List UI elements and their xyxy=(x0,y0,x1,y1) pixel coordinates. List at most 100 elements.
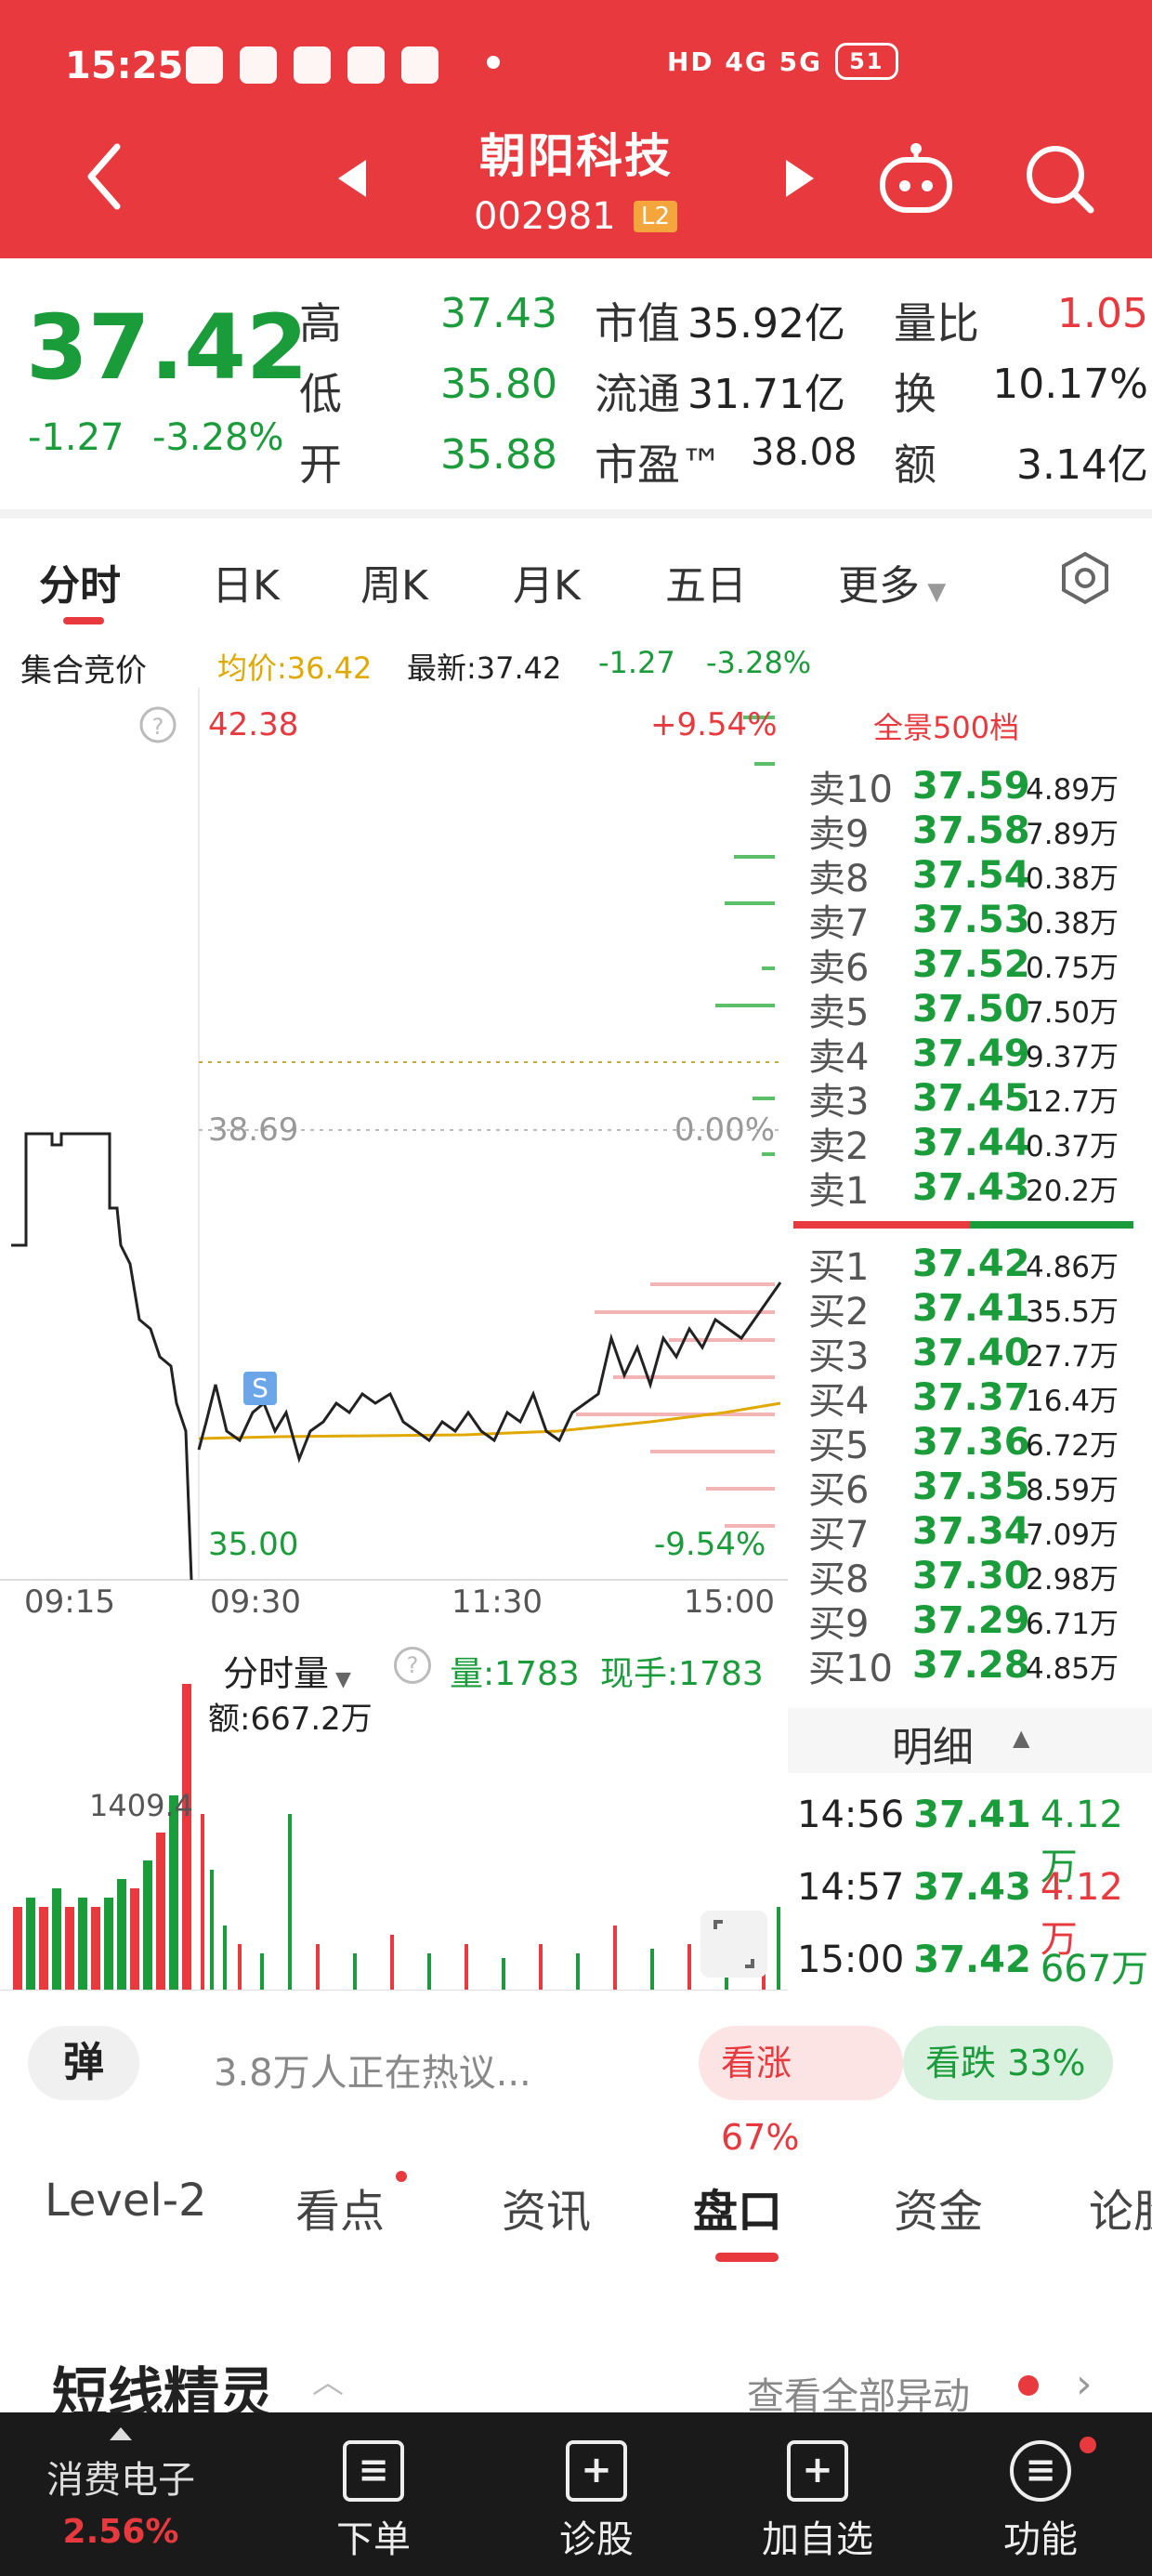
settings-icon[interactable] xyxy=(1057,550,1113,606)
sell-level-row[interactable]: 卖4 37.49 9.37万 xyxy=(808,1032,1143,1079)
level-price: 37.44 xyxy=(912,1122,1030,1164)
tab-five-day[interactable]: 五日 xyxy=(665,562,747,610)
bullish-button[interactable]: 看涨 67% xyxy=(699,2026,903,2158)
level-volume: 0.37万 xyxy=(1026,1129,1119,1163)
level-side: 卖7 xyxy=(808,902,870,945)
float-label: 流通 xyxy=(595,369,680,419)
open-value: 35.88 xyxy=(440,431,557,479)
bottom-nav: 消费电子 2.56% ≡ 下单 + 诊股 + 加自选 ≡ 功能 xyxy=(0,2412,1152,2576)
intraday-chart[interactable]: S ? xyxy=(0,688,788,1989)
level2-badge: L2 xyxy=(634,201,678,232)
s-marker-label: S xyxy=(252,1373,268,1403)
s-marker-icon[interactable] xyxy=(243,1372,277,1405)
level-side: 买3 xyxy=(808,1335,870,1378)
axis-bottom-price: 35.00 xyxy=(208,1526,299,1563)
level-price: 37.34 xyxy=(912,1510,1030,1553)
price-change-pct: -3.28% xyxy=(152,416,284,459)
level-side: 卖9 xyxy=(808,813,870,856)
nav-add-label: 加自选 xyxy=(762,2518,873,2561)
nav-add-watchlist[interactable]: + 加自选 xyxy=(725,2412,910,2576)
fullscreen-icon xyxy=(713,1920,754,1968)
volume-chart[interactable] xyxy=(0,1628,788,1991)
sector-change: 2.56% xyxy=(62,2513,179,2551)
sell-buy-divider-red xyxy=(793,1221,970,1229)
volume-title[interactable]: 分时量 ▼ xyxy=(223,1645,351,1696)
buy-level-row[interactable]: 买2 37.41 35.5万 xyxy=(808,1286,1143,1334)
tab-highlights[interactable]: 看点 xyxy=(295,2186,386,2238)
buy-level-row[interactable]: 买7 37.34 7.09万 xyxy=(808,1509,1143,1557)
nav-functions[interactable]: ≡ 功能 xyxy=(948,2412,1133,2576)
sell-level-row[interactable]: 卖7 37.53 0.38万 xyxy=(808,898,1143,945)
sell-level-row[interactable]: 卖6 37.52 0.75万 xyxy=(808,942,1143,990)
chevron-down-icon: ▼ xyxy=(920,578,947,606)
high-value: 37.43 xyxy=(440,290,557,337)
level-price: 37.35 xyxy=(912,1465,1030,1508)
buy-level-row[interactable]: 买4 37.37 16.4万 xyxy=(808,1375,1143,1423)
orderbook-title[interactable]: 全景500档 xyxy=(873,710,1020,745)
nav-diagnose[interactable]: + 诊股 xyxy=(504,2412,689,2576)
level-price: 37.41 xyxy=(912,1287,1030,1330)
notification-dot xyxy=(1080,2437,1096,2453)
sell-level-row[interactable]: 卖9 37.58 7.89万 xyxy=(808,808,1143,856)
volume-help-icon[interactable]: ? xyxy=(394,1647,431,1684)
robot-assistant-icon[interactable] xyxy=(877,139,955,217)
detail-header[interactable] xyxy=(788,1708,1152,1773)
level-side: 买2 xyxy=(808,1291,870,1334)
prev-stock-icon[interactable] xyxy=(334,158,368,199)
sell-level-row[interactable]: 卖2 37.44 0.37万 xyxy=(808,1121,1143,1168)
level-side: 卖10 xyxy=(808,769,893,811)
buy-level-row[interactable]: 买6 37.35 8.59万 xyxy=(808,1465,1143,1512)
back-arrow-icon[interactable] xyxy=(82,139,128,214)
detail-volume: 4.12万 xyxy=(1040,1866,1123,1961)
tab-monthly-k[interactable]: 月K xyxy=(513,562,581,610)
buy-level-row[interactable]: 买5 37.36 6.72万 xyxy=(808,1420,1143,1467)
tab-daily-k[interactable]: 日K xyxy=(212,562,280,610)
buy-level-row[interactable]: 买8 37.30 2.98万 xyxy=(808,1554,1143,1601)
tab-funds[interactable]: 资金 xyxy=(894,2186,984,2238)
chevron-up-icon[interactable]: ︿ xyxy=(312,2364,344,2401)
tab-discussion[interactable]: 论股 xyxy=(1089,2186,1152,2238)
tab-level2[interactable]: Level-2 xyxy=(45,2175,207,2227)
buy-level-row[interactable]: 买3 37.40 27.7万 xyxy=(808,1331,1143,1378)
time-label-0930: 09:30 xyxy=(210,1584,301,1621)
buy-level-row[interactable]: 买10 37.28 4.85万 xyxy=(808,1643,1143,1690)
level-side: 买1 xyxy=(808,1246,870,1289)
buy-level-row[interactable]: 买1 37.42 4.86万 xyxy=(808,1242,1143,1289)
notification-icons xyxy=(186,46,439,84)
detail-row: 15:00 37.42 667万 xyxy=(797,1939,1148,1992)
buy-level-row[interactable]: 买9 37.29 6.71万 xyxy=(808,1598,1143,1646)
view-all-link[interactable]: 查看全部异动 xyxy=(747,2375,970,2418)
discussion-text[interactable]: 3.8万人正在热议... xyxy=(214,2052,531,2095)
sell-level-row[interactable]: 卖10 37.59 4.89万 xyxy=(808,764,1143,811)
volume-value: 量:1783 xyxy=(450,1655,580,1693)
level-volume: 7.89万 xyxy=(1026,817,1119,851)
sell-level-row[interactable]: 卖5 37.50 7.50万 xyxy=(808,987,1143,1034)
auction-line xyxy=(11,1132,193,1581)
top-bar: 15:25 HD 4G 5G 51 朝阳科技 002981 L2 xyxy=(0,0,1152,258)
sell-level-row[interactable]: 卖3 37.45 12.7万 xyxy=(808,1076,1143,1124)
bearish-button[interactable]: 看跌 33% xyxy=(903,2026,1113,2100)
medkit-icon: + xyxy=(566,2440,627,2502)
next-stock-icon[interactable] xyxy=(784,158,818,199)
fullscreen-button[interactable] xyxy=(700,1911,767,1978)
nav-order[interactable]: ≡ 下单 xyxy=(281,2412,466,2576)
tab-intraday[interactable]: 分时 xyxy=(39,562,121,610)
tab-more[interactable]: 更多 ▼ xyxy=(838,552,946,611)
sell-level-row[interactable]: 卖1 37.43 20.2万 xyxy=(808,1165,1143,1213)
notification-dot xyxy=(487,56,500,69)
tab-weekly-k[interactable]: 周K xyxy=(360,562,428,610)
level-price: 37.43 xyxy=(912,1166,1030,1209)
chevron-right-icon[interactable]: › xyxy=(1076,2360,1093,2408)
low-label: 低 xyxy=(299,369,342,419)
tab-orderbook[interactable]: 盘口 xyxy=(693,2186,783,2238)
tab-news[interactable]: 资讯 xyxy=(502,2186,592,2238)
level-price: 37.29 xyxy=(912,1599,1030,1642)
help-icon[interactable] xyxy=(139,706,177,743)
menu-icon: ≡ xyxy=(1010,2440,1071,2502)
sector-button[interactable]: 消费电子 2.56% xyxy=(0,2412,242,2576)
search-icon[interactable] xyxy=(1022,141,1096,216)
level-price: 37.53 xyxy=(912,899,1030,941)
sell-level-row[interactable]: 卖8 37.54 0.38万 xyxy=(808,853,1143,900)
level-volume: 0.38万 xyxy=(1026,906,1119,940)
danmu-toggle[interactable]: 弹 xyxy=(28,2026,139,2100)
